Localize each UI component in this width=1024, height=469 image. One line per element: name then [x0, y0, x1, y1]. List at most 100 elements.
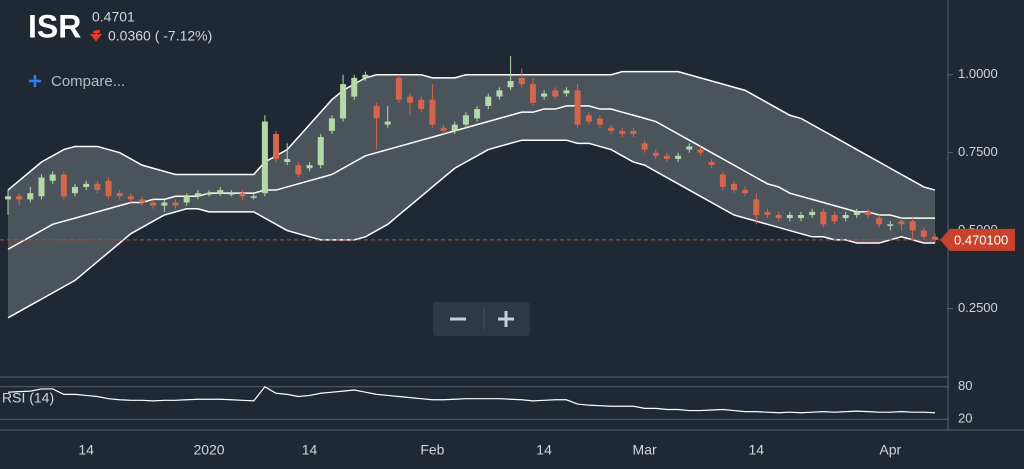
candle-body [150, 202, 157, 206]
candle-body [94, 183, 101, 191]
y-tick-label: 0.7500 [958, 144, 998, 159]
candle-body [194, 193, 201, 197]
x-tick-label: 14 [78, 442, 94, 458]
candle-body [407, 96, 414, 103]
candle-body [317, 137, 324, 166]
candle-body [83, 183, 90, 187]
candle-body [686, 146, 693, 150]
candle-body [596, 118, 603, 125]
x-tick-label: 14 [536, 442, 552, 458]
candle-body [675, 155, 682, 159]
candle-body [898, 221, 905, 225]
candle-body [228, 193, 235, 195]
overlay: 0.470100 [940, 228, 1015, 251]
candle-body [250, 196, 257, 198]
band-fill [8, 71, 935, 318]
candle-body [139, 199, 146, 203]
candle-body [786, 214, 793, 219]
candle-body [395, 77, 402, 100]
candle-body [507, 81, 514, 88]
x-tick-label: 14 [749, 442, 765, 458]
candle-body [887, 224, 894, 226]
candle-body [920, 230, 927, 237]
candle-body [306, 165, 313, 169]
candle-body [284, 158, 291, 163]
candle-body [719, 174, 726, 187]
candle-body [340, 84, 347, 119]
candle-body [876, 218, 883, 225]
band-lower [7, 139, 935, 319]
candle-body [820, 211, 827, 225]
candle-body [853, 211, 860, 215]
candle-body [809, 211, 816, 215]
candle-body [585, 115, 592, 122]
candle-body [440, 127, 447, 131]
candle-body [619, 130, 626, 134]
rsi-line [7, 386, 936, 414]
candle-body [418, 99, 425, 110]
y-tick-label: 80 [958, 378, 972, 393]
candle-body [362, 74, 369, 78]
candle-body [105, 180, 112, 197]
x-tick-label: 14 [302, 442, 318, 458]
candle-body [273, 133, 280, 159]
candle-body [172, 202, 179, 206]
candle-body [831, 214, 838, 222]
candle-body [429, 99, 436, 125]
down-arrow [89, 30, 103, 42]
x-tick-label: Mar [633, 442, 657, 458]
y-tick-label: 0.2500 [958, 300, 998, 315]
candle-body [764, 211, 771, 215]
candle-body [797, 214, 804, 219]
candle-body [697, 149, 704, 153]
candle-body [127, 196, 134, 200]
candle-body [574, 90, 581, 125]
candle-body [206, 193, 213, 195]
candle-body [641, 143, 648, 150]
candle-body [161, 202, 168, 206]
candle-body [518, 77, 525, 85]
price-change: 0.0360 ( -7.12%) [108, 28, 212, 44]
candle-body [630, 130, 637, 134]
candle-body [373, 105, 380, 119]
candle-body [72, 186, 79, 194]
candle-body [474, 109, 481, 119]
band-upper [7, 70, 936, 191]
x-tick-label: Apr [879, 442, 901, 458]
candle-body [775, 214, 782, 219]
candle-body [932, 236, 938, 240]
candle-body [652, 152, 659, 156]
candle-body [730, 183, 737, 191]
candle-body [541, 93, 548, 97]
y-tick-label: 20 [958, 411, 972, 426]
compare-icon[interactable] [29, 75, 41, 87]
compare-button[interactable]: Compare... [51, 73, 125, 90]
candle-body [552, 90, 559, 97]
candle-body [842, 214, 849, 219]
candle-body [608, 127, 615, 131]
candle-body [496, 90, 503, 97]
last-price-label: 0.470100 [954, 232, 1008, 247]
candle-body [5, 196, 11, 200]
candle-body [60, 174, 67, 197]
candle-body [261, 121, 268, 194]
candle-body [485, 96, 492, 106]
last-price-tag [940, 228, 1015, 251]
zoom-in[interactable] [498, 311, 514, 327]
symbol: ISR [28, 8, 81, 44]
candle-body [38, 177, 45, 197]
y-tick-label: 1.0000 [958, 66, 998, 81]
candle-body [49, 174, 56, 181]
candle-body [239, 193, 246, 197]
candle-body [663, 155, 670, 159]
x-tick-label: 2020 [193, 442, 224, 458]
candle-body [909, 221, 916, 231]
zoom-panel [433, 302, 530, 336]
candle-body [16, 196, 23, 200]
band-middle [7, 105, 935, 250]
candle-body [864, 211, 871, 215]
candle-body [116, 193, 123, 197]
